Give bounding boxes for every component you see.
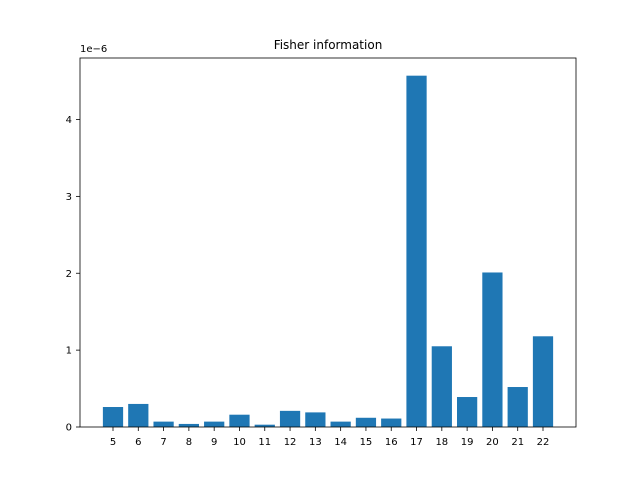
bar-12: [279, 410, 301, 427]
x-tick-label-18: 18: [435, 437, 448, 448]
plot-frame: [79, 57, 577, 428]
bar-11: [254, 424, 275, 427]
x-tick-label-20: 20: [486, 437, 499, 448]
bar-17: [406, 75, 427, 428]
x-axis-ticks: 5 6 7 8 9 10 11 12 13 14 15 16 17 18 19 20 21 22: [110, 427, 550, 448]
y-tick-label-4: 4: [66, 115, 72, 126]
x-tick-label-17: 17: [410, 437, 423, 448]
bars-group: [102, 75, 554, 428]
chart-title: Fisher information: [274, 38, 383, 52]
x-tick-label-11: 11: [258, 437, 271, 448]
x-tick-label-21: 21: [511, 437, 524, 448]
x-tick-label-15: 15: [360, 437, 373, 448]
x-tick-label-9: 9: [211, 437, 217, 448]
x-tick-label-10: 10: [233, 437, 246, 448]
y-axis-ticks: 0 1 2 3 4: [66, 115, 80, 434]
bar-8: [178, 423, 199, 427]
x-tick-label-19: 19: [461, 437, 474, 448]
bar-5: [102, 407, 124, 427]
bar-14: [330, 421, 351, 427]
y-tick-label-3: 3: [66, 192, 72, 203]
y-tick-label-0: 0: [66, 423, 72, 434]
x-tick-label-7: 7: [160, 437, 166, 448]
bar-20: [482, 272, 503, 427]
bar-16: [381, 418, 402, 427]
x-tick-label-13: 13: [309, 437, 322, 448]
x-tick-label-22: 22: [537, 437, 550, 448]
bar-9: [204, 421, 225, 427]
bar-15: [355, 417, 377, 427]
x-tick-label-14: 14: [334, 437, 347, 448]
y-tick-label-1: 1: [66, 346, 72, 357]
y-offset-label: 1e−6: [80, 44, 107, 55]
bar-13: [305, 412, 326, 427]
x-tick-label-5: 5: [110, 437, 116, 448]
x-tick-label-12: 12: [284, 437, 297, 448]
x-tick-label-8: 8: [186, 437, 192, 448]
bar-19: [457, 397, 478, 427]
bar-22: [532, 336, 554, 427]
y-tick-label-2: 2: [66, 269, 72, 280]
bar-21: [507, 387, 528, 427]
x-tick-label-16: 16: [385, 437, 398, 448]
bar-7: [153, 421, 174, 427]
x-tick-label-6: 6: [135, 437, 141, 448]
bar-10: [229, 414, 250, 427]
bar-6: [128, 403, 149, 427]
bar-18: [431, 346, 452, 427]
